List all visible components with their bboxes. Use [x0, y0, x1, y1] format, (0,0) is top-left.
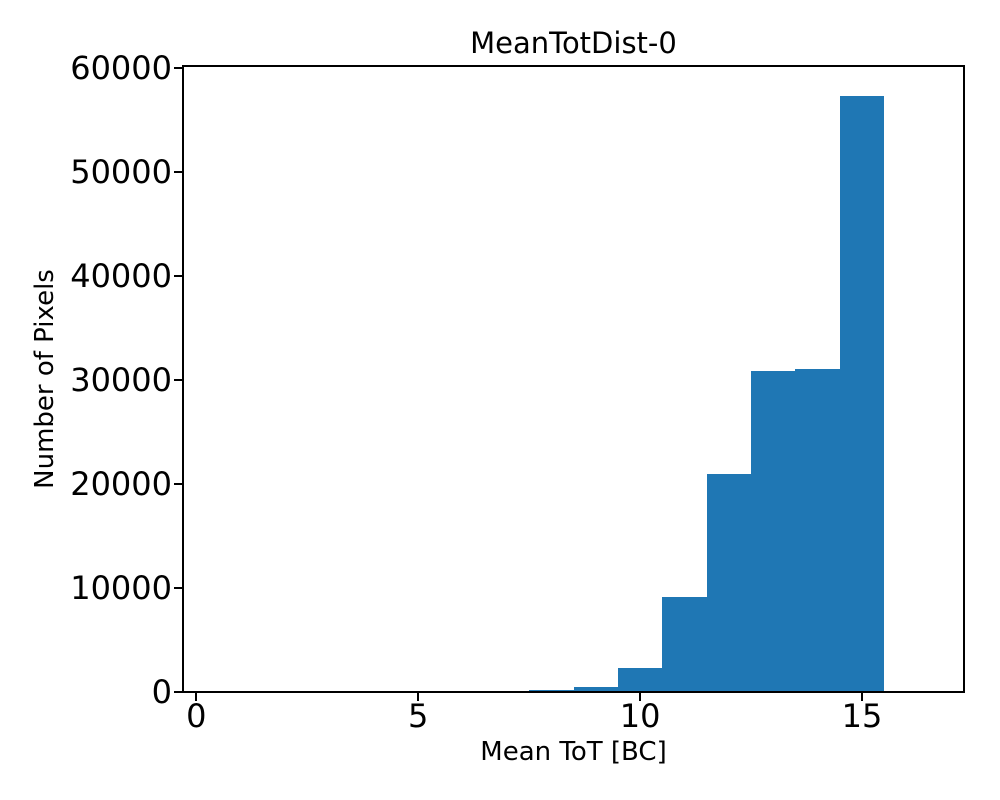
y-tick-label: 10000 — [70, 569, 172, 607]
y-tick-label: 30000 — [70, 361, 172, 400]
x-tick — [639, 693, 642, 701]
y-tick-label: 60000 — [70, 49, 172, 88]
histogram-bar — [839, 96, 885, 692]
y-tick-label: 50000 — [70, 153, 172, 192]
y-tick — [174, 379, 182, 382]
y-tick-label: 20000 — [70, 465, 172, 504]
x-tick — [195, 693, 198, 701]
plot-area — [182, 65, 965, 693]
y-tick — [174, 275, 182, 278]
histogram-bar — [795, 368, 840, 692]
x-tick-label: 0 — [186, 697, 207, 735]
x-tick-label: 5 — [408, 697, 429, 735]
x-tick — [417, 693, 420, 701]
histogram-bar — [662, 596, 707, 692]
y-tick — [174, 691, 182, 693]
x-tick — [860, 693, 863, 701]
x-tick-label: 10 — [619, 697, 661, 735]
histogram-bar — [573, 687, 618, 692]
x-tick-label: 15 — [841, 697, 883, 735]
y-tick — [174, 171, 182, 174]
y-axis-label: Number of Pixels — [30, 269, 60, 489]
y-tick — [174, 483, 182, 486]
y-tick — [174, 67, 182, 70]
x-axis-label: Mean ToT [BC] — [480, 737, 667, 767]
histogram-bar — [617, 668, 663, 692]
chart-title: MeanTotDist-0 — [470, 26, 677, 60]
y-tick-label: 0 — [151, 673, 172, 711]
histogram-bar — [706, 473, 751, 692]
histogram-bar — [751, 370, 796, 692]
y-tick-label: 40000 — [70, 257, 172, 296]
y-tick — [174, 587, 182, 589]
